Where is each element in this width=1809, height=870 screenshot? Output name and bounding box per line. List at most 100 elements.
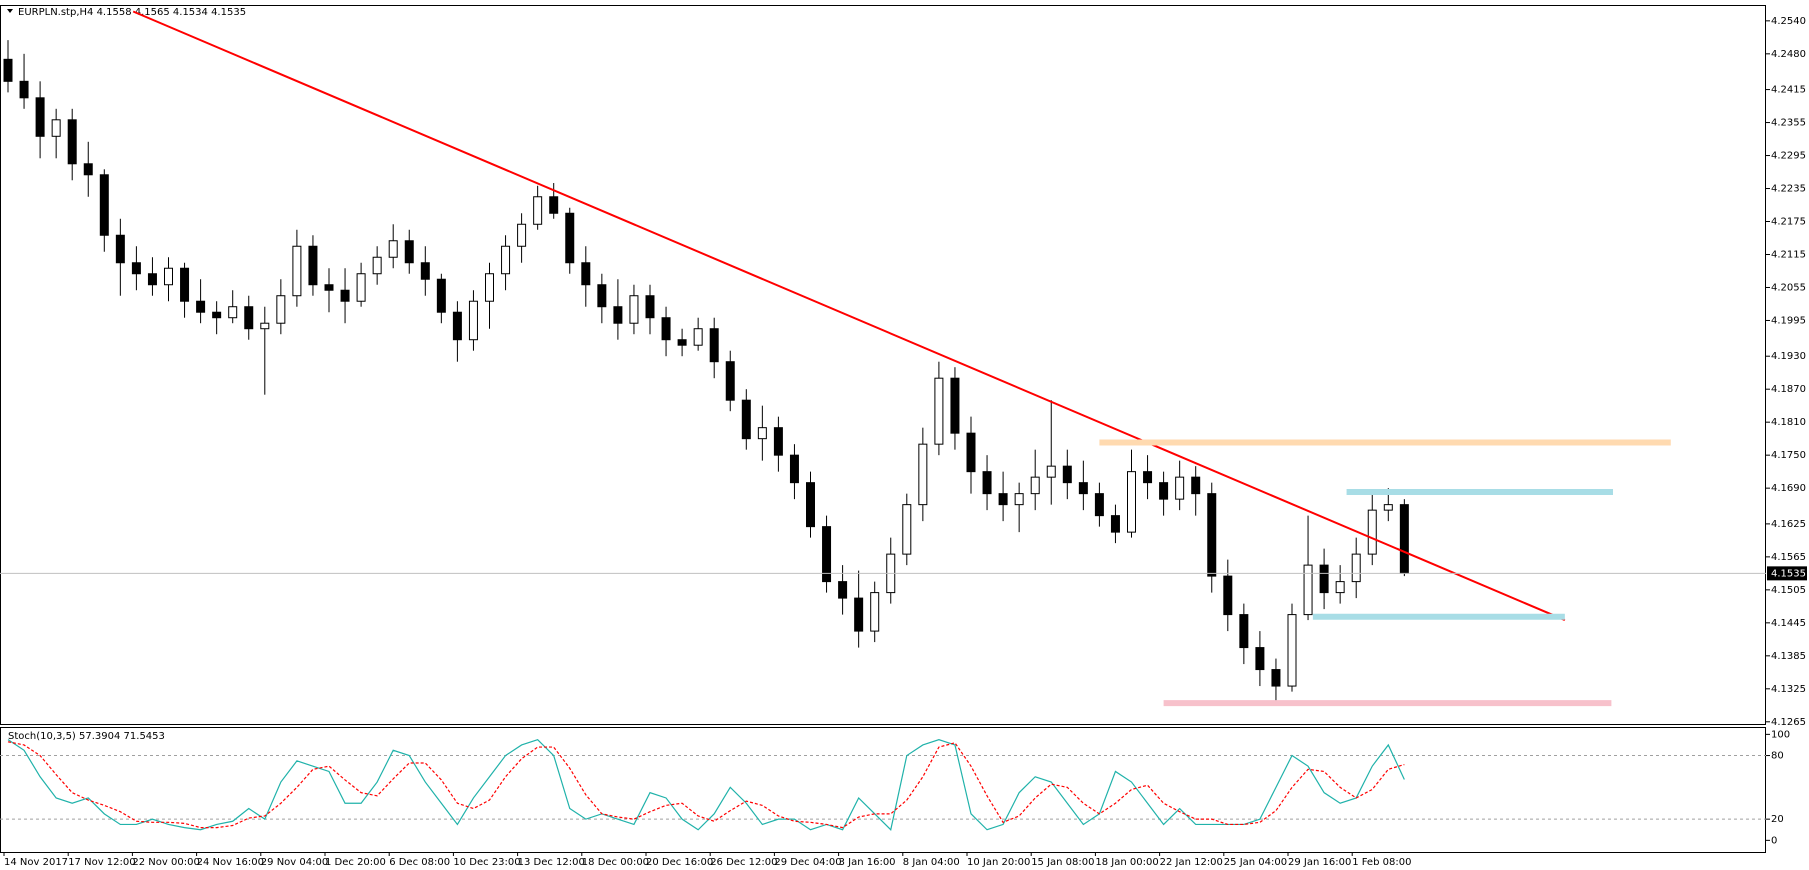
candle-body: [67, 119, 77, 165]
candle-body: [388, 240, 398, 258]
candle-body: [838, 581, 848, 599]
candle-body: [1159, 482, 1169, 500]
candle-body: [1191, 476, 1201, 495]
y-tick-label: 4.1690: [1771, 483, 1806, 494]
candle-body: [196, 300, 206, 313]
x-tick-label: 10 Jan 20:00: [967, 857, 1030, 868]
candle-body: [1367, 509, 1377, 555]
candle-body: [934, 377, 944, 445]
candle-body: [228, 306, 238, 319]
y-tick-label: 4.1810: [1771, 417, 1806, 428]
candle-body: [99, 174, 109, 236]
candle-body: [693, 328, 703, 346]
candle-body: [1303, 564, 1313, 616]
candle-body: [725, 361, 735, 401]
y-tick-label: 4.2235: [1771, 184, 1806, 195]
y-tick-label: 4.1750: [1771, 450, 1806, 461]
candle-body: [436, 278, 446, 313]
candle-body: [244, 306, 254, 330]
candle-body: [1399, 504, 1409, 574]
candle-body: [468, 300, 478, 341]
y-tick-label: 4.1870: [1771, 384, 1806, 395]
candle-body: [645, 295, 655, 319]
candle-body: [709, 328, 719, 363]
y-tick-label: 4.2055: [1771, 282, 1806, 293]
x-tick-label: 18 Jan 00:00: [1095, 857, 1158, 868]
x-tick-label: 26 Dec 12:00: [710, 857, 777, 868]
last-price-box: [1767, 566, 1807, 581]
candle-body: [292, 245, 302, 297]
x-tick-label: 22 Nov 00:00: [132, 857, 199, 868]
candle-body: [1271, 669, 1281, 687]
last-price-label: 4.1535: [1771, 568, 1806, 579]
x-tick-label: 20 Dec 16:00: [646, 857, 713, 868]
candle-body: [147, 273, 157, 286]
y-tick-label: 4.2415: [1771, 85, 1806, 96]
y-tick-label: 4.2175: [1771, 217, 1806, 228]
candle-body: [19, 80, 29, 99]
candle-body: [773, 427, 783, 456]
candle-body: [854, 597, 864, 632]
y-tick-label: 4.2115: [1771, 249, 1806, 260]
x-tick-label: 24 Nov 16:00: [197, 857, 264, 868]
y-tick-label: 4.1385: [1771, 651, 1806, 662]
candle-body: [180, 267, 190, 302]
candle-body: [1255, 647, 1265, 671]
y-tick-label: 4.1505: [1771, 585, 1806, 596]
price-panel-frame: [0, 5, 1766, 725]
y-tick-label: 4.1565: [1771, 552, 1806, 563]
candle-body: [1127, 471, 1136, 533]
candle-body: [1383, 504, 1393, 511]
candle-body: [1094, 493, 1104, 517]
candle-body: [1207, 493, 1217, 577]
candle-body: [83, 163, 93, 176]
candle-body: [870, 592, 880, 632]
candle-body: [517, 223, 527, 247]
candle-body: [51, 119, 61, 137]
candle-body: [1175, 476, 1185, 500]
candle-body: [741, 399, 751, 440]
candle-body: [501, 245, 511, 275]
y-tick-label: 4.1445: [1771, 618, 1806, 629]
candle-body: [404, 240, 414, 264]
candle-body: [661, 317, 671, 341]
candle-body: [1062, 465, 1072, 484]
candle-body: [340, 289, 350, 302]
candle-body: [131, 262, 141, 275]
x-tick-label: 1 Dec 20:00: [325, 857, 386, 868]
candle-body: [757, 427, 767, 440]
candle-body: [452, 311, 462, 341]
y-tick-label: 100: [1771, 729, 1790, 740]
candle-body: [420, 262, 430, 280]
x-tick-label: 10 Dec 23:00: [453, 857, 520, 868]
y-tick-label: 4.1265: [1771, 717, 1806, 728]
x-tick-label: 29 Dec 04:00: [774, 857, 841, 868]
y-tick-label: 4.1325: [1771, 684, 1806, 695]
x-tick-label: 25 Jan 04:00: [1224, 857, 1287, 868]
candle-body: [115, 234, 125, 264]
candle-body: [1143, 471, 1153, 484]
candle-body: [1239, 614, 1249, 649]
candle-body: [950, 377, 960, 434]
candle-body: [902, 504, 912, 555]
candle-body: [982, 471, 992, 495]
candle-body: [549, 196, 559, 214]
y-tick-label: 4.1995: [1771, 315, 1806, 326]
y-tick-label: 4.2295: [1771, 151, 1806, 162]
drawn-line: [132, 10, 1566, 622]
candle-body: [998, 493, 1008, 506]
y-tick-label: 20: [1771, 814, 1784, 825]
menu-arrow[interactable]: [7, 9, 13, 13]
candle-body: [806, 482, 815, 528]
candle-body: [1014, 493, 1024, 506]
y-tick-label: 0: [1771, 835, 1777, 846]
candle-body: [1046, 465, 1056, 478]
candle-body: [1078, 482, 1088, 495]
candle-body: [324, 284, 334, 291]
x-tick-label: 13 Dec 12:00: [518, 857, 585, 868]
candle-body: [533, 196, 543, 225]
x-tick-label: 18 Dec 00:00: [582, 857, 649, 868]
candle-body: [1287, 614, 1297, 687]
